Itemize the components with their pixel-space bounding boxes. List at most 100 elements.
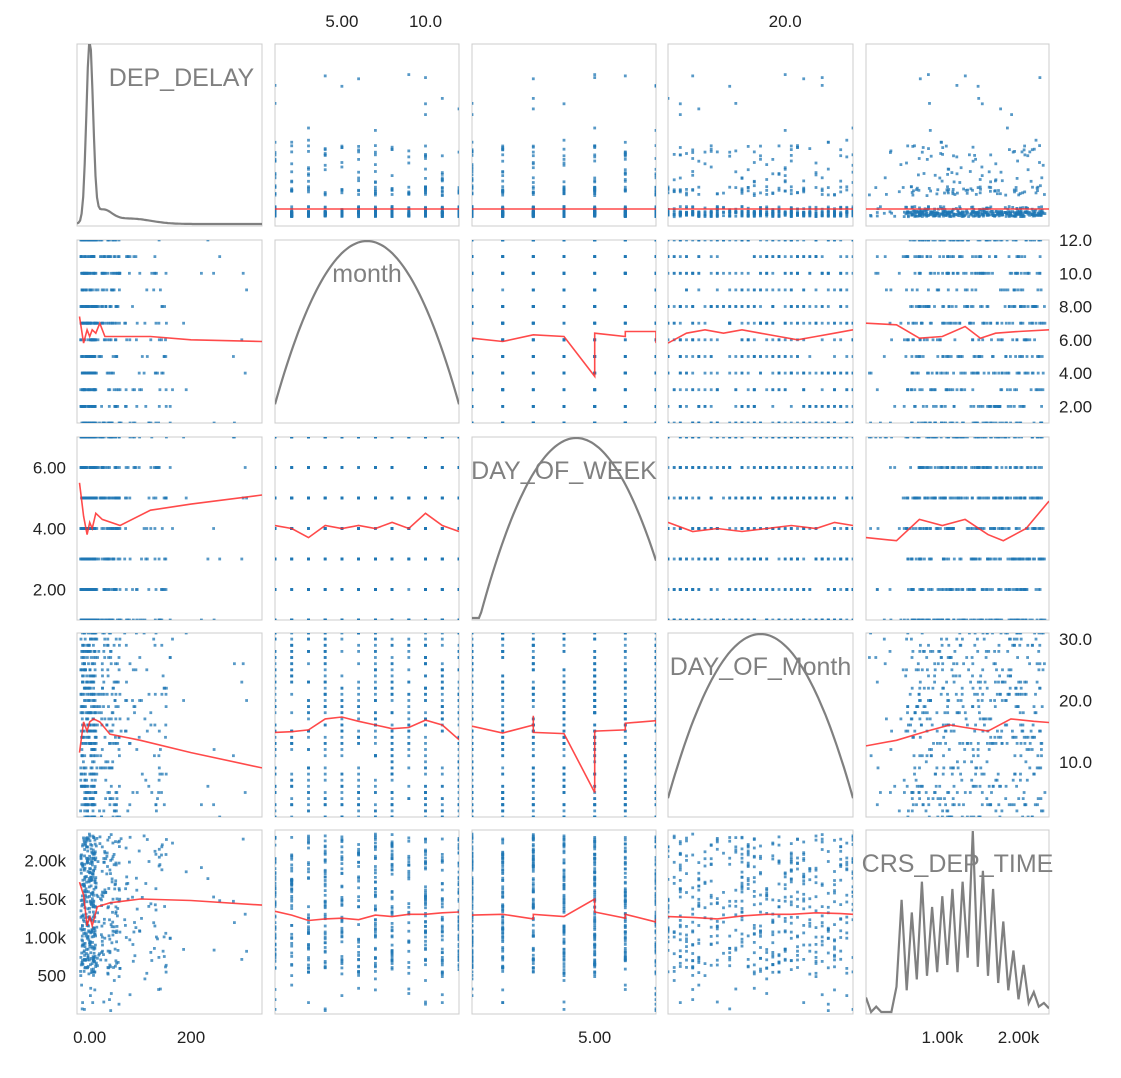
scatter-point xyxy=(105,321,109,325)
scatter-point xyxy=(789,159,793,163)
scatter-point xyxy=(92,527,96,530)
scatter-point xyxy=(923,209,926,212)
scatter-point xyxy=(759,371,762,375)
scatter-point xyxy=(947,188,951,191)
scatter-point xyxy=(752,212,756,215)
scatter-point xyxy=(759,305,762,308)
scatter-point xyxy=(593,73,597,76)
scatter-point xyxy=(845,288,849,292)
scatter-point xyxy=(1038,212,1042,216)
scatter-point xyxy=(472,209,474,213)
scatter-point xyxy=(678,205,682,208)
scatter-point xyxy=(147,421,151,423)
scatter-point xyxy=(1041,321,1045,325)
scatter-point xyxy=(901,255,905,258)
scatter-point xyxy=(777,205,781,209)
scatter-point xyxy=(746,212,750,216)
scatter-point xyxy=(623,255,627,258)
scatter-point xyxy=(92,388,96,392)
scatter-point xyxy=(978,240,982,242)
scatter-point xyxy=(734,210,738,214)
scatter-point xyxy=(925,194,929,197)
scatter-point xyxy=(245,288,248,292)
scatter-point xyxy=(746,214,750,218)
scatter-point xyxy=(94,388,98,392)
scatter-point xyxy=(958,214,962,218)
scatter-point xyxy=(950,255,954,258)
scatter-point xyxy=(920,215,924,218)
scatter-point xyxy=(86,388,90,392)
scatter-point xyxy=(796,146,799,149)
scatter-point xyxy=(802,240,806,242)
scatter-point xyxy=(921,405,925,408)
scatter-point xyxy=(802,321,806,325)
scatter-point xyxy=(654,214,656,217)
scatter-point xyxy=(923,305,927,308)
scatter-point xyxy=(752,161,756,164)
scatter-point xyxy=(978,191,982,195)
scatter-point xyxy=(934,214,937,217)
scatter-point xyxy=(971,159,975,163)
scatter-point xyxy=(759,206,762,209)
scatter-point xyxy=(965,191,969,195)
scatter-point xyxy=(124,588,128,591)
scatter-point xyxy=(746,288,750,292)
scatter-point xyxy=(703,162,707,166)
scatter-point xyxy=(168,618,172,620)
scatter-point xyxy=(307,173,310,177)
scatter-point xyxy=(1019,271,1023,275)
scatter-point xyxy=(106,588,110,591)
scatter-point xyxy=(814,321,818,325)
scatter-point xyxy=(953,338,957,342)
scatter-point xyxy=(1032,147,1036,151)
scatter-point xyxy=(154,371,158,375)
scatter-point xyxy=(935,288,939,292)
scatter-point xyxy=(845,355,849,358)
scatter-point xyxy=(995,240,999,242)
scatter-point xyxy=(593,179,597,183)
scatter-points xyxy=(668,240,853,423)
scatter-point xyxy=(685,305,688,308)
scatter-point xyxy=(113,466,117,469)
scatter-point xyxy=(357,210,360,214)
scatter-point xyxy=(501,179,505,183)
scatter-point xyxy=(921,355,925,358)
scatter-point xyxy=(93,557,97,561)
scatter-point xyxy=(1036,189,1039,192)
scatter-point xyxy=(95,527,99,530)
scatter-point xyxy=(691,210,695,214)
scatter-point xyxy=(290,170,294,174)
scatter-point xyxy=(851,153,853,157)
scatter-point xyxy=(746,271,750,275)
scatter-point xyxy=(1039,388,1043,392)
scatter-point xyxy=(917,305,921,308)
scatter-point xyxy=(691,173,695,177)
scatter-point xyxy=(808,271,812,275)
scatter-point xyxy=(138,618,142,620)
cell-dep-delay-vs-day-of-week xyxy=(471,43,657,227)
scatter-point xyxy=(153,255,157,258)
scatter-point xyxy=(935,371,939,375)
scatter-point xyxy=(740,355,744,358)
scatter-point xyxy=(100,288,104,292)
scatter-point xyxy=(927,147,930,150)
scatter-point xyxy=(593,186,597,190)
scatter-point xyxy=(978,178,982,181)
scatter-point xyxy=(820,305,824,308)
scatter-point xyxy=(1039,288,1043,292)
scatter-point xyxy=(901,186,905,189)
scatter-point xyxy=(184,388,188,392)
cell-content xyxy=(78,437,262,620)
scatter-point xyxy=(157,240,161,242)
scatter-point xyxy=(982,371,986,375)
scatter-point xyxy=(501,255,505,258)
scatter-point xyxy=(81,405,85,408)
scatter-point xyxy=(501,212,505,216)
scatter-point xyxy=(501,388,505,392)
scatter-point xyxy=(1028,338,1032,342)
scatter-point xyxy=(1006,126,1009,130)
scatter-point xyxy=(81,588,84,591)
scatter-point xyxy=(307,144,310,148)
scatter-point xyxy=(562,421,566,423)
